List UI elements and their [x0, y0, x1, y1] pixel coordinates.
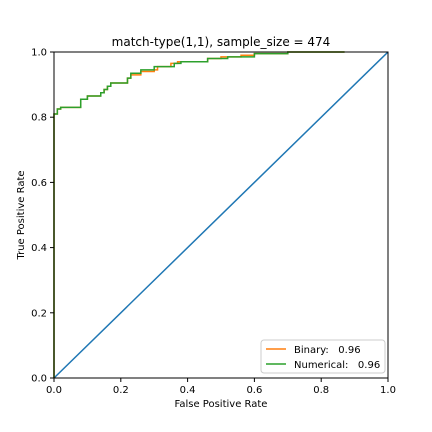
- series-line-chance: [53, 51, 389, 379]
- x-tick-label: 0.4: [180, 385, 196, 396]
- chart-title: match-type(1,1), sample_size = 474: [112, 35, 331, 49]
- legend-label-binary: Binary: 0.96: [294, 345, 361, 356]
- y-tick-label: 0.8: [31, 113, 47, 124]
- y-tick-label: 1.0: [31, 48, 47, 59]
- plot-marks: [53, 51, 389, 379]
- legend-label-numerical: Numerical: 0.96: [294, 360, 380, 371]
- x-tick-label: 0.6: [246, 385, 262, 396]
- y-axis-title: True Positive Rate: [16, 170, 27, 260]
- x-tick-label: 1.0: [380, 385, 396, 396]
- series-line-numerical: [53, 51, 345, 378]
- y-tick-label: 0.0: [31, 374, 47, 385]
- legend: Binary: 0.96 Numerical: 0.96: [260, 339, 386, 374]
- x-tick-label: 0.2: [113, 385, 129, 396]
- x-tick-label: 0.0: [46, 385, 62, 396]
- y-axis-ticks: 0.0 0.2 0.4 0.6 0.8 1.0: [31, 48, 54, 385]
- plot-frame: [53, 51, 389, 379]
- x-axis-ticks: 0.0 0.2 0.4 0.6 0.8 1.0: [46, 378, 396, 396]
- x-axis-title: False Positive Rate: [175, 399, 268, 410]
- x-tick-label: 0.8: [313, 385, 329, 396]
- legend-box: [260, 339, 386, 374]
- y-tick-label: 0.4: [31, 243, 47, 254]
- y-tick-label: 0.2: [31, 308, 47, 319]
- y-tick-label: 0.6: [31, 178, 47, 189]
